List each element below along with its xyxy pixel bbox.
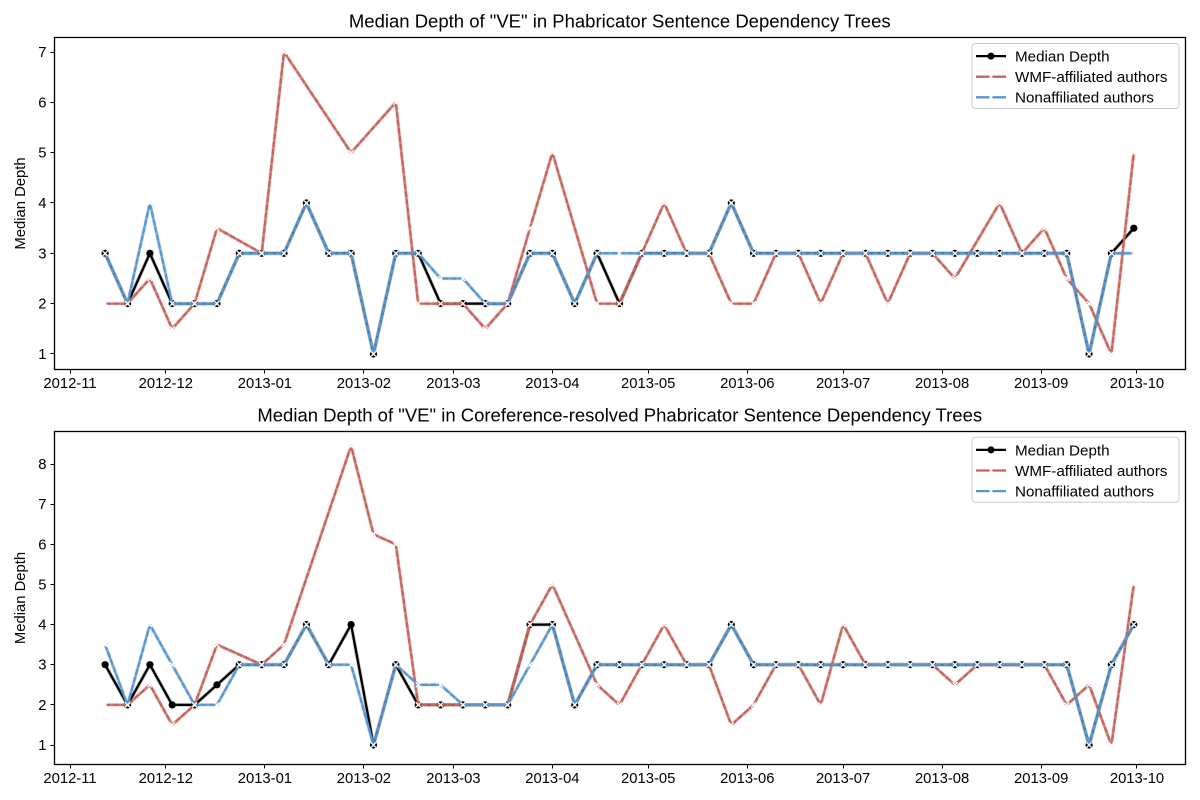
svg-text:2013-09: 2013-09 [1014,376,1068,392]
svg-text:2012-11: 2012-11 [43,771,96,787]
svg-text:8: 8 [38,457,46,473]
svg-text:Median Depth of "VE" in Corefe: Median Depth of "VE" in Coreference-reso… [257,405,982,426]
svg-text:2013-05: 2013-05 [621,771,675,787]
svg-text:4: 4 [38,618,46,634]
svg-text:6: 6 [38,95,46,111]
svg-text:3: 3 [38,246,46,262]
svg-text:3: 3 [38,658,46,674]
svg-text:2012-12: 2012-12 [139,376,193,392]
svg-text:2013-02: 2013-02 [337,771,391,787]
svg-text:2013-03: 2013-03 [426,771,480,787]
svg-text:2013-06: 2013-06 [720,771,774,787]
svg-text:6: 6 [38,537,46,553]
svg-text:2013-02: 2013-02 [337,376,391,392]
svg-text:2013-08: 2013-08 [915,771,969,787]
svg-text:WMF-affiliated authors: WMF-affiliated authors [1015,463,1168,480]
svg-text:Median Depth of "VE" in Phabri: Median Depth of "VE" in Phabricator Sent… [349,11,891,32]
svg-text:2: 2 [38,297,46,313]
svg-text:Median Depth: Median Depth [13,552,29,644]
svg-text:Median Depth: Median Depth [13,157,29,249]
svg-text:2: 2 [38,698,46,714]
svg-text:2013-03: 2013-03 [426,376,480,392]
svg-text:2013-04: 2013-04 [525,771,579,787]
svg-text:2013-08: 2013-08 [915,376,969,392]
svg-text:2013-07: 2013-07 [816,376,870,392]
svg-text:2013-05: 2013-05 [621,376,675,392]
svg-text:1: 1 [38,347,46,363]
svg-text:2013-09: 2013-09 [1014,771,1068,787]
svg-text:7: 7 [38,45,46,61]
svg-text:Nonaffiliated authors: Nonaffiliated authors [1015,484,1154,501]
svg-text:2012-11: 2012-11 [43,376,96,392]
svg-text:4: 4 [38,196,46,212]
svg-text:2012-12: 2012-12 [139,771,193,787]
svg-text:2013-04: 2013-04 [525,376,579,392]
svg-text:2013-10: 2013-10 [1110,376,1164,392]
svg-text:1: 1 [38,738,46,754]
svg-text:5: 5 [38,577,46,593]
svg-text:7: 7 [38,497,46,513]
svg-text:2013-07: 2013-07 [816,771,870,787]
svg-text:5: 5 [38,146,46,162]
svg-text:Nonaffiliated authors: Nonaffiliated authors [1015,90,1154,107]
svg-text:Median Depth: Median Depth [1015,49,1110,66]
svg-text:WMF-affiliated authors: WMF-affiliated authors [1015,69,1168,86]
svg-text:Median Depth: Median Depth [1015,442,1110,459]
svg-text:2013-10: 2013-10 [1110,771,1164,787]
svg-text:2013-01: 2013-01 [238,771,292,787]
svg-text:2013-06: 2013-06 [720,376,774,392]
svg-text:2013-01: 2013-01 [238,376,292,392]
